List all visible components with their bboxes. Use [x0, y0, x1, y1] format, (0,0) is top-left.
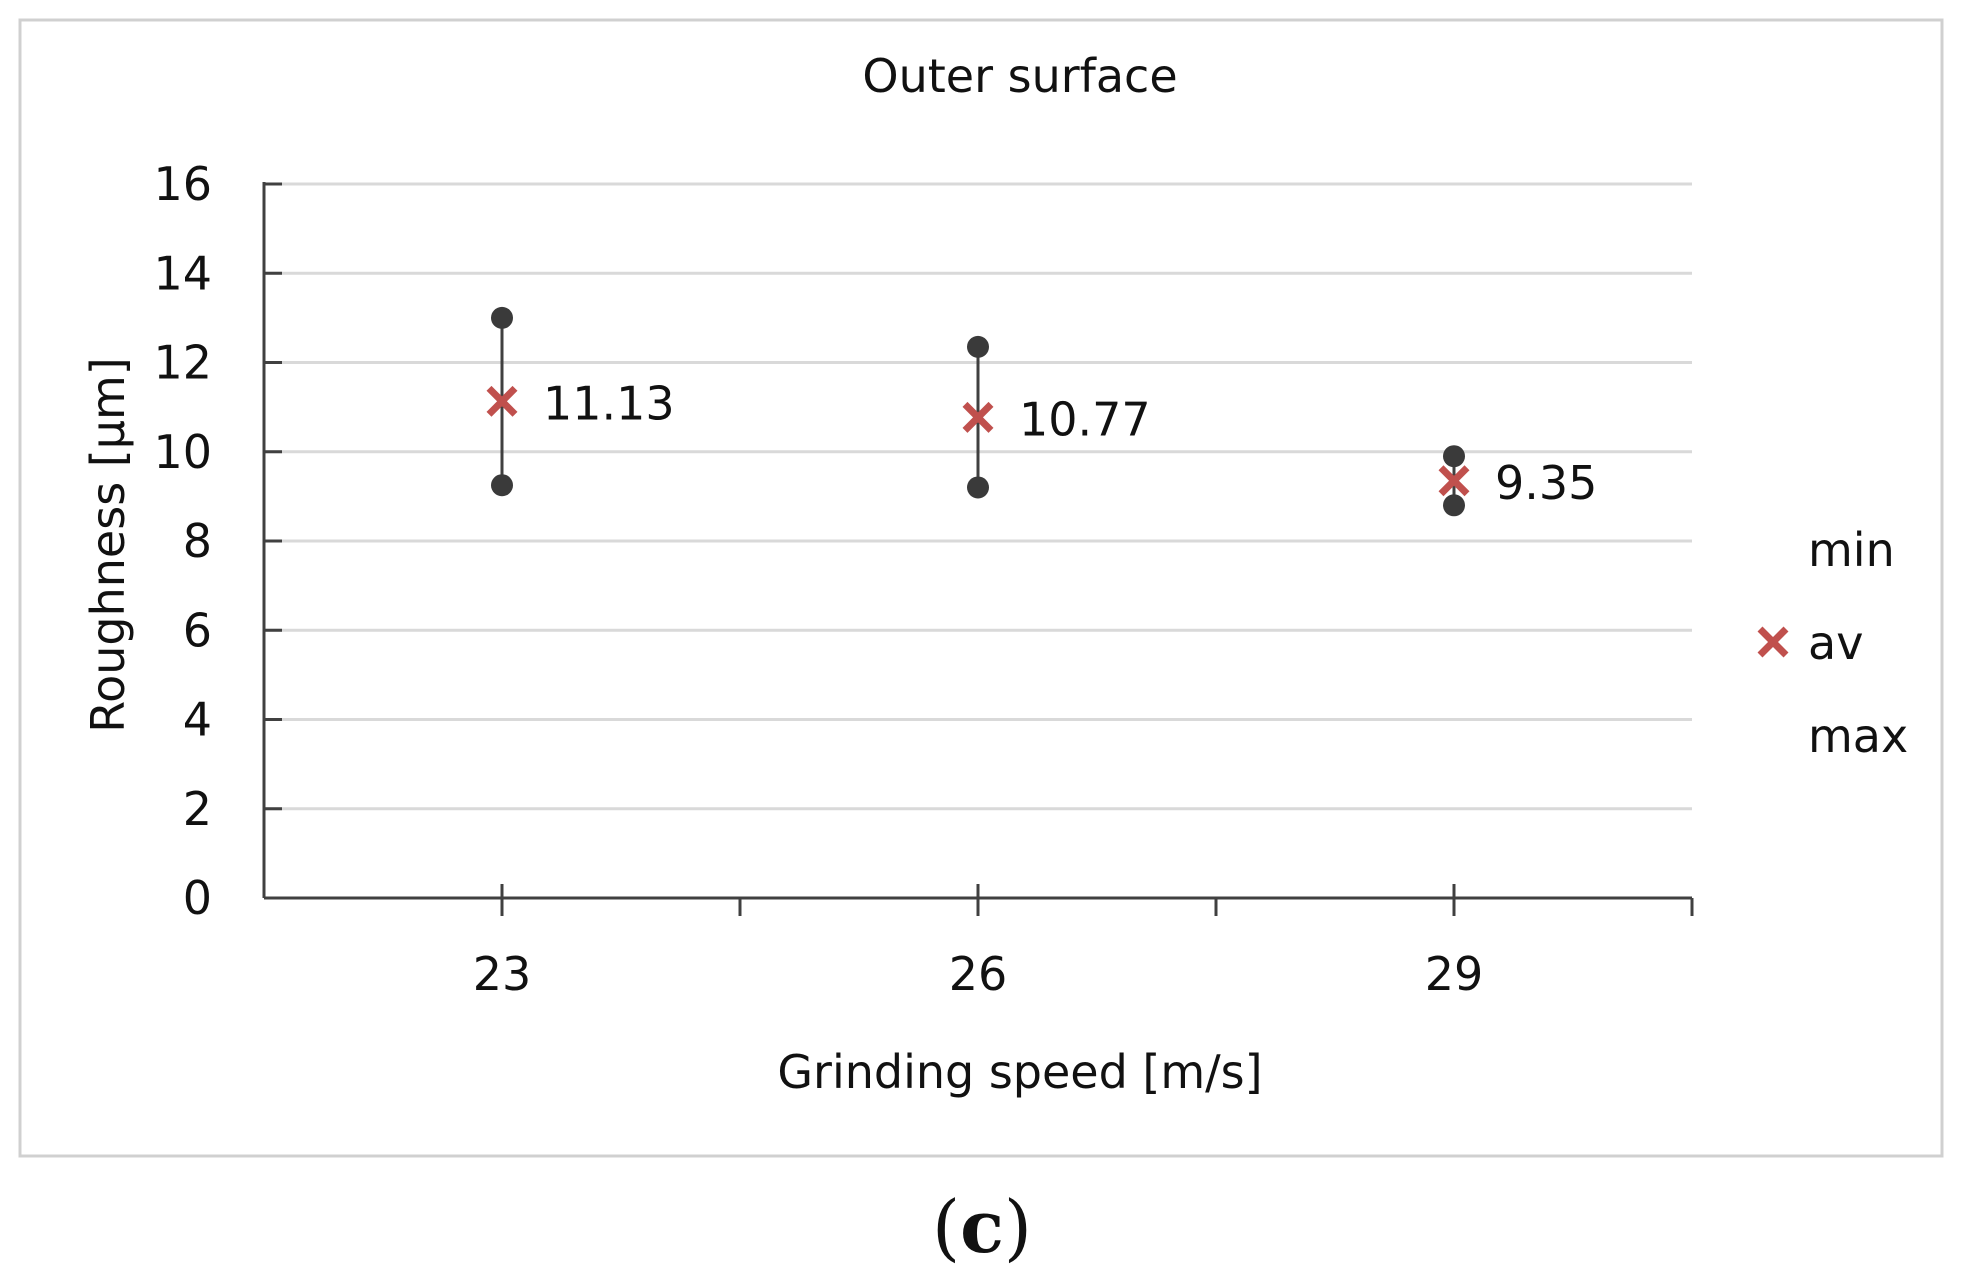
av-point — [1438, 465, 1470, 497]
min-point — [1443, 494, 1465, 517]
legend-av-cross — [1757, 626, 1789, 658]
y-tick-label: 2 — [183, 782, 212, 836]
av-point — [962, 401, 994, 433]
data-labels: 11.13 10.77 9.35 — [543, 376, 1597, 509]
y-tick-label: 14 — [153, 246, 212, 300]
legend-marker-av — [1757, 626, 1789, 658]
y-tick-label: 12 — [153, 336, 212, 390]
max-point — [491, 306, 513, 329]
av-point-stroke-b — [1438, 465, 1470, 497]
legend-label-max: max — [1808, 709, 1908, 763]
data-label: 9.35 — [1495, 456, 1597, 510]
av-point-stroke-b — [486, 385, 518, 417]
caption-letter: c — [960, 1184, 1004, 1269]
chart-frame — [18, 18, 1944, 1158]
data-label: 10.77 — [1019, 392, 1151, 446]
y-tick-label: 8 — [183, 514, 212, 568]
data-points — [486, 306, 1470, 517]
min-point — [967, 476, 989, 499]
x-tick-label: 26 — [949, 947, 1008, 1001]
av-point-stroke-b — [962, 401, 994, 433]
caption-open-paren: ( — [932, 1185, 960, 1269]
x-tick-labels: 23 26 29 — [473, 947, 1484, 1001]
legend-label-av: av — [1808, 616, 1863, 670]
y-tick-label: 6 — [183, 603, 212, 657]
data-label: 11.13 — [543, 376, 675, 430]
legend-av-cross-stroke-b — [1757, 626, 1789, 658]
y-tick-labels: 0 2 4 6 8 10 12 14 16 — [153, 157, 212, 925]
av-point — [486, 385, 518, 417]
x-axis-title: Grinding speed [m/s] — [777, 1045, 1262, 1099]
y-axis-title: Roughness [µm] — [81, 357, 135, 733]
figure-caption: (c) — [932, 1184, 1032, 1269]
x-tick-label: 23 — [473, 947, 532, 1001]
x-tick-label: 29 — [1425, 947, 1484, 1001]
y-tick-label: 4 — [183, 693, 212, 747]
legend-label-min: min — [1808, 523, 1895, 577]
axes — [262, 182, 1694, 916]
caption-close-paren: ) — [1004, 1185, 1032, 1269]
y-tick-label: 16 — [153, 157, 212, 211]
y-tick-label: 10 — [153, 425, 212, 479]
chart-title: Outer surface — [862, 49, 1177, 103]
y-tick-label: 0 — [183, 871, 212, 925]
max-point — [1443, 445, 1465, 468]
max-point — [967, 335, 989, 358]
min-point — [491, 474, 513, 497]
legend: min av max — [1757, 523, 1908, 763]
